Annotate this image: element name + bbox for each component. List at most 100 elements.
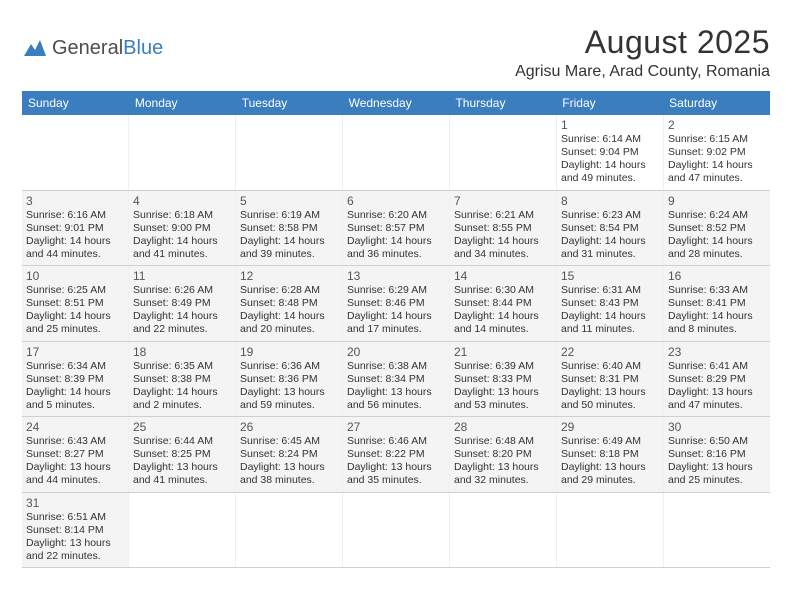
calendar-cell: 1Sunrise: 6:14 AMSunset: 9:04 PMDaylight…	[557, 115, 664, 190]
sunset-line: Sunset: 8:52 PM	[668, 222, 766, 235]
calendar-header-cell: Thursday	[449, 91, 556, 115]
calendar-cell: 22Sunrise: 6:40 AMSunset: 8:31 PMDayligh…	[557, 342, 664, 417]
daylight2-line: and 50 minutes.	[561, 399, 659, 412]
daylight1-line: Daylight: 13 hours	[26, 537, 124, 550]
daylight2-line: and 38 minutes.	[240, 474, 338, 487]
sunrise-line: Sunrise: 6:34 AM	[26, 360, 124, 373]
day-number: 8	[561, 194, 659, 208]
calendar-cell: 24Sunrise: 6:43 AMSunset: 8:27 PMDayligh…	[22, 417, 129, 492]
sunset-line: Sunset: 8:36 PM	[240, 373, 338, 386]
sunset-line: Sunset: 8:31 PM	[561, 373, 659, 386]
calendar-cell	[22, 115, 129, 190]
daylight1-line: Daylight: 13 hours	[454, 461, 552, 474]
sunrise-line: Sunrise: 6:15 AM	[668, 133, 766, 146]
sunrise-line: Sunrise: 6:18 AM	[133, 209, 231, 222]
daylight1-line: Daylight: 13 hours	[347, 461, 445, 474]
sunset-line: Sunset: 8:48 PM	[240, 297, 338, 310]
daylight2-line: and 56 minutes.	[347, 399, 445, 412]
calendar-cell: 26Sunrise: 6:45 AMSunset: 8:24 PMDayligh…	[236, 417, 343, 492]
daylight1-line: Daylight: 13 hours	[240, 386, 338, 399]
day-number: 19	[240, 345, 338, 359]
sunset-line: Sunset: 8:57 PM	[347, 222, 445, 235]
sunset-line: Sunset: 8:39 PM	[26, 373, 124, 386]
day-number: 18	[133, 345, 231, 359]
daylight1-line: Daylight: 13 hours	[668, 386, 766, 399]
calendar-cell: 27Sunrise: 6:46 AMSunset: 8:22 PMDayligh…	[343, 417, 450, 492]
daylight2-line: and 41 minutes.	[133, 474, 231, 487]
calendar-cell: 18Sunrise: 6:35 AMSunset: 8:38 PMDayligh…	[129, 342, 236, 417]
day-number: 10	[26, 269, 124, 283]
logo-text-1: General	[52, 37, 123, 59]
sunset-line: Sunset: 9:01 PM	[26, 222, 124, 235]
daylight2-line: and 5 minutes.	[26, 399, 124, 412]
calendar-cell: 21Sunrise: 6:39 AMSunset: 8:33 PMDayligh…	[450, 342, 557, 417]
sunrise-line: Sunrise: 6:36 AM	[240, 360, 338, 373]
daylight2-line: and 44 minutes.	[26, 248, 124, 261]
day-number: 3	[26, 194, 124, 208]
daylight1-line: Daylight: 14 hours	[240, 235, 338, 248]
logo: GeneralBlue	[22, 38, 163, 58]
sunset-line: Sunset: 9:04 PM	[561, 146, 659, 159]
day-number: 21	[454, 345, 552, 359]
daylight2-line: and 41 minutes.	[133, 248, 231, 261]
sunset-line: Sunset: 9:00 PM	[133, 222, 231, 235]
calendar-cell: 12Sunrise: 6:28 AMSunset: 8:48 PMDayligh…	[236, 266, 343, 341]
daylight1-line: Daylight: 13 hours	[561, 386, 659, 399]
sunrise-line: Sunrise: 6:19 AM	[240, 209, 338, 222]
calendar-cell: 28Sunrise: 6:48 AMSunset: 8:20 PMDayligh…	[450, 417, 557, 492]
sunrise-line: Sunrise: 6:14 AM	[561, 133, 659, 146]
sunrise-line: Sunrise: 6:40 AM	[561, 360, 659, 373]
calendar-cell	[450, 493, 557, 568]
calendar-cell: 9Sunrise: 6:24 AMSunset: 8:52 PMDaylight…	[664, 191, 770, 266]
calendar-cell: 15Sunrise: 6:31 AMSunset: 8:43 PMDayligh…	[557, 266, 664, 341]
daylight2-line: and 47 minutes.	[668, 399, 766, 412]
calendar-cell: 14Sunrise: 6:30 AMSunset: 8:44 PMDayligh…	[450, 266, 557, 341]
sunrise-line: Sunrise: 6:44 AM	[133, 435, 231, 448]
daylight2-line: and 49 minutes.	[561, 172, 659, 185]
calendar-row: 10Sunrise: 6:25 AMSunset: 8:51 PMDayligh…	[22, 266, 770, 342]
sunset-line: Sunset: 8:44 PM	[454, 297, 552, 310]
logo-text-2: Blue	[123, 37, 163, 59]
daylight2-line: and 17 minutes.	[347, 323, 445, 336]
calendar-cell	[343, 493, 450, 568]
day-number: 29	[561, 420, 659, 434]
calendar-cell: 10Sunrise: 6:25 AMSunset: 8:51 PMDayligh…	[22, 266, 129, 341]
daylight1-line: Daylight: 14 hours	[668, 235, 766, 248]
calendar-cell	[450, 115, 557, 190]
sunset-line: Sunset: 8:46 PM	[347, 297, 445, 310]
sunset-line: Sunset: 9:02 PM	[668, 146, 766, 159]
daylight1-line: Daylight: 14 hours	[347, 235, 445, 248]
sunset-line: Sunset: 8:38 PM	[133, 373, 231, 386]
title-block: August 2025 Agrisu Mare, Arad County, Ro…	[515, 24, 770, 81]
calendar-cell: 23Sunrise: 6:41 AMSunset: 8:29 PMDayligh…	[664, 342, 770, 417]
daylight2-line: and 8 minutes.	[668, 323, 766, 336]
calendar-cell: 2Sunrise: 6:15 AMSunset: 9:02 PMDaylight…	[664, 115, 770, 190]
calendar-cell	[557, 493, 664, 568]
day-number: 23	[668, 345, 766, 359]
sunset-line: Sunset: 8:43 PM	[561, 297, 659, 310]
sunset-line: Sunset: 8:33 PM	[454, 373, 552, 386]
day-number: 2	[668, 118, 766, 132]
sunrise-line: Sunrise: 6:29 AM	[347, 284, 445, 297]
daylight1-line: Daylight: 13 hours	[561, 461, 659, 474]
day-number: 14	[454, 269, 552, 283]
sunrise-line: Sunrise: 6:20 AM	[347, 209, 445, 222]
sunrise-line: Sunrise: 6:23 AM	[561, 209, 659, 222]
sunset-line: Sunset: 8:20 PM	[454, 448, 552, 461]
sunrise-line: Sunrise: 6:48 AM	[454, 435, 552, 448]
sunrise-line: Sunrise: 6:24 AM	[668, 209, 766, 222]
daylight1-line: Daylight: 14 hours	[454, 235, 552, 248]
day-number: 20	[347, 345, 445, 359]
daylight1-line: Daylight: 14 hours	[240, 310, 338, 323]
daylight2-line: and 44 minutes.	[26, 474, 124, 487]
sunrise-line: Sunrise: 6:50 AM	[668, 435, 766, 448]
calendar-row: 24Sunrise: 6:43 AMSunset: 8:27 PMDayligh…	[22, 417, 770, 493]
month-title: August 2025	[515, 24, 770, 61]
day-number: 15	[561, 269, 659, 283]
day-number: 22	[561, 345, 659, 359]
daylight2-line: and 36 minutes.	[347, 248, 445, 261]
calendar-cell: 25Sunrise: 6:44 AMSunset: 8:25 PMDayligh…	[129, 417, 236, 492]
day-number: 11	[133, 269, 231, 283]
daylight1-line: Daylight: 14 hours	[561, 310, 659, 323]
sunset-line: Sunset: 8:25 PM	[133, 448, 231, 461]
